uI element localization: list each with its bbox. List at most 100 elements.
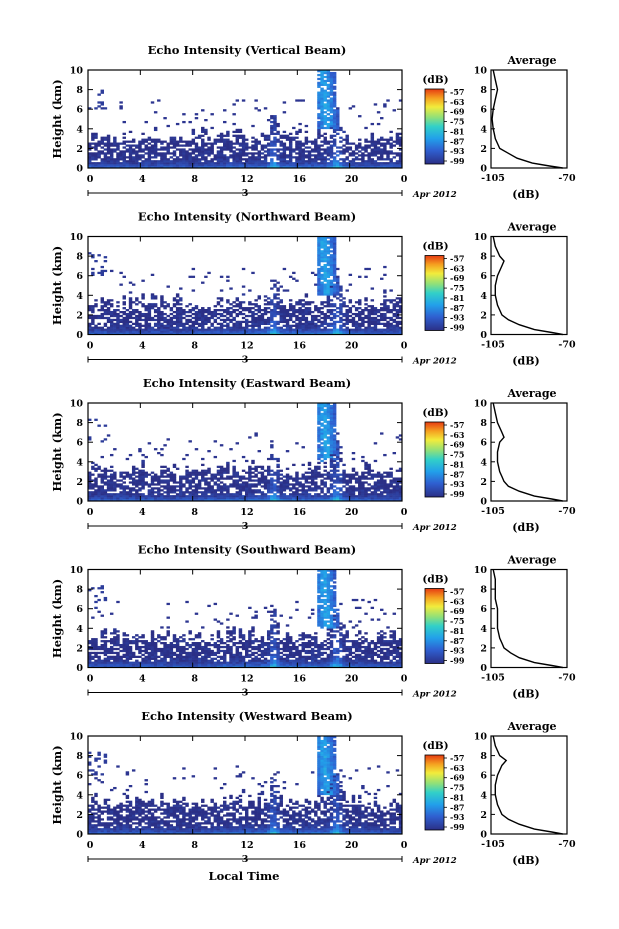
heatmap-cell: [147, 160, 152, 163]
heatmap-cell: [103, 152, 108, 155]
heatmap-cell: [150, 156, 155, 159]
heatmap-cell: [157, 322, 161, 325]
heatmap-cell: [317, 267, 321, 271]
heatmap-cell: [295, 136, 299, 139]
heatmap-cell: [295, 483, 299, 486]
heatmap-cell: [263, 477, 268, 480]
heatmap-cell: [125, 312, 130, 316]
heatmap-cell: [329, 309, 334, 312]
heatmap-cell: [332, 452, 337, 455]
heatmap-cell: [135, 328, 139, 331]
heatmap-cell: [326, 269, 331, 273]
heatmap-cell: [329, 452, 334, 455]
heatmap-cell: [304, 295, 309, 298]
heatmap-cell: [144, 312, 148, 316]
heatmap-cell: [226, 142, 230, 145]
heatmap-cell: [326, 322, 331, 325]
heatmap-cell: [383, 309, 387, 312]
heatmap-cell: [276, 289, 280, 292]
heatmap-cell: [216, 497, 221, 500]
heatmap-cell: [160, 305, 164, 308]
heatmap-cell: [100, 316, 104, 320]
heatmap-cell: [166, 475, 170, 478]
heatmap-cell: [348, 318, 353, 322]
heatmap-cell: [94, 158, 98, 161]
heatmap-cell: [147, 162, 152, 165]
heatmap-cell: [175, 295, 180, 298]
heatmap-cell: [194, 144, 199, 147]
heatmap-cell: [301, 463, 305, 467]
heatmap-cell: [91, 271, 95, 275]
heatmap-cell: [204, 495, 208, 498]
heatmap-cell: [210, 166, 214, 169]
heatmap-cell: [235, 487, 240, 490]
heatmap-cell: [332, 424, 337, 427]
heatmap-cell: [194, 150, 199, 153]
heatmap-cell: [116, 634, 120, 637]
heatmap-cell: [131, 152, 136, 155]
heatmap-cell: [345, 326, 349, 329]
heatmap-cell: [329, 487, 334, 490]
heatmap-cell: [279, 499, 283, 502]
heatmap-cell: [263, 146, 268, 149]
heatmap-cell: [251, 328, 255, 331]
heatmap-cell: [103, 642, 108, 645]
heatmap-cell: [106, 162, 111, 165]
heatmap-cell: [113, 160, 117, 163]
heatmap-cell: [301, 150, 305, 153]
heatmap-cell: [326, 250, 331, 253]
heatmap-cell: [295, 160, 299, 163]
heatmap-cell: [97, 475, 101, 478]
heatmap-cell: [332, 293, 337, 296]
heatmap-cell: [392, 493, 397, 496]
heatmap-cell: [273, 295, 277, 298]
profile-y-tick-label: 0: [480, 330, 487, 341]
heatmap-cell: [175, 160, 180, 163]
heatmap-cell: [332, 158, 337, 161]
heatmap-cell: [314, 328, 318, 331]
heatmap-cell: [329, 109, 334, 112]
heatmap-cell: [169, 471, 174, 474]
heatmap-cell: [254, 164, 258, 167]
heatmap-cell: [270, 446, 274, 449]
heatmap-cell: [241, 455, 246, 459]
heatmap-cell: [383, 485, 387, 488]
heatmap-cell: [103, 653, 108, 657]
heatmap-cell: [125, 657, 130, 660]
heatmap-cell: [109, 162, 114, 165]
heatmap-cell: [320, 328, 324, 331]
heatmap-cell: [257, 164, 261, 167]
heatmap-cell: [91, 318, 95, 322]
heatmap-cell: [163, 154, 167, 157]
heatmap-cell: [153, 146, 158, 149]
heatmap-cell: [131, 160, 136, 163]
heatmap-cell: [163, 152, 167, 155]
heatmap-cell: [103, 499, 108, 502]
heatmap-cell: [241, 267, 246, 271]
heatmap-cell: [201, 495, 205, 498]
heatmap-cell: [219, 152, 224, 155]
heatmap-cell: [317, 154, 321, 157]
heatmap-cell: [351, 162, 356, 165]
heatmap-cell: [282, 111, 287, 114]
heatmap-cell: [210, 314, 214, 318]
heatmap-cell: [116, 312, 120, 316]
heatmap-cell: [323, 271, 327, 275]
heatmap-cell: [339, 457, 343, 461]
heatmap-cell: [332, 258, 337, 261]
heatmap-cell: [383, 314, 387, 318]
heatmap-cell: [373, 487, 378, 490]
heatmap-cell: [339, 310, 343, 314]
heatmap-cell: [175, 495, 180, 498]
heatmap-cell: [329, 81, 334, 85]
heatmap-cell: [389, 479, 393, 482]
heatmap-cell: [386, 138, 390, 141]
heatmap-cell: [395, 497, 400, 500]
heatmap-cell: [332, 160, 337, 163]
heatmap-cell: [131, 330, 136, 333]
heatmap-cell: [254, 483, 258, 486]
heatmap-cell: [348, 320, 353, 324]
heatmap-cell: [348, 328, 353, 331]
heatmap-cell: [351, 312, 356, 316]
heatmap-cell: [103, 483, 108, 486]
